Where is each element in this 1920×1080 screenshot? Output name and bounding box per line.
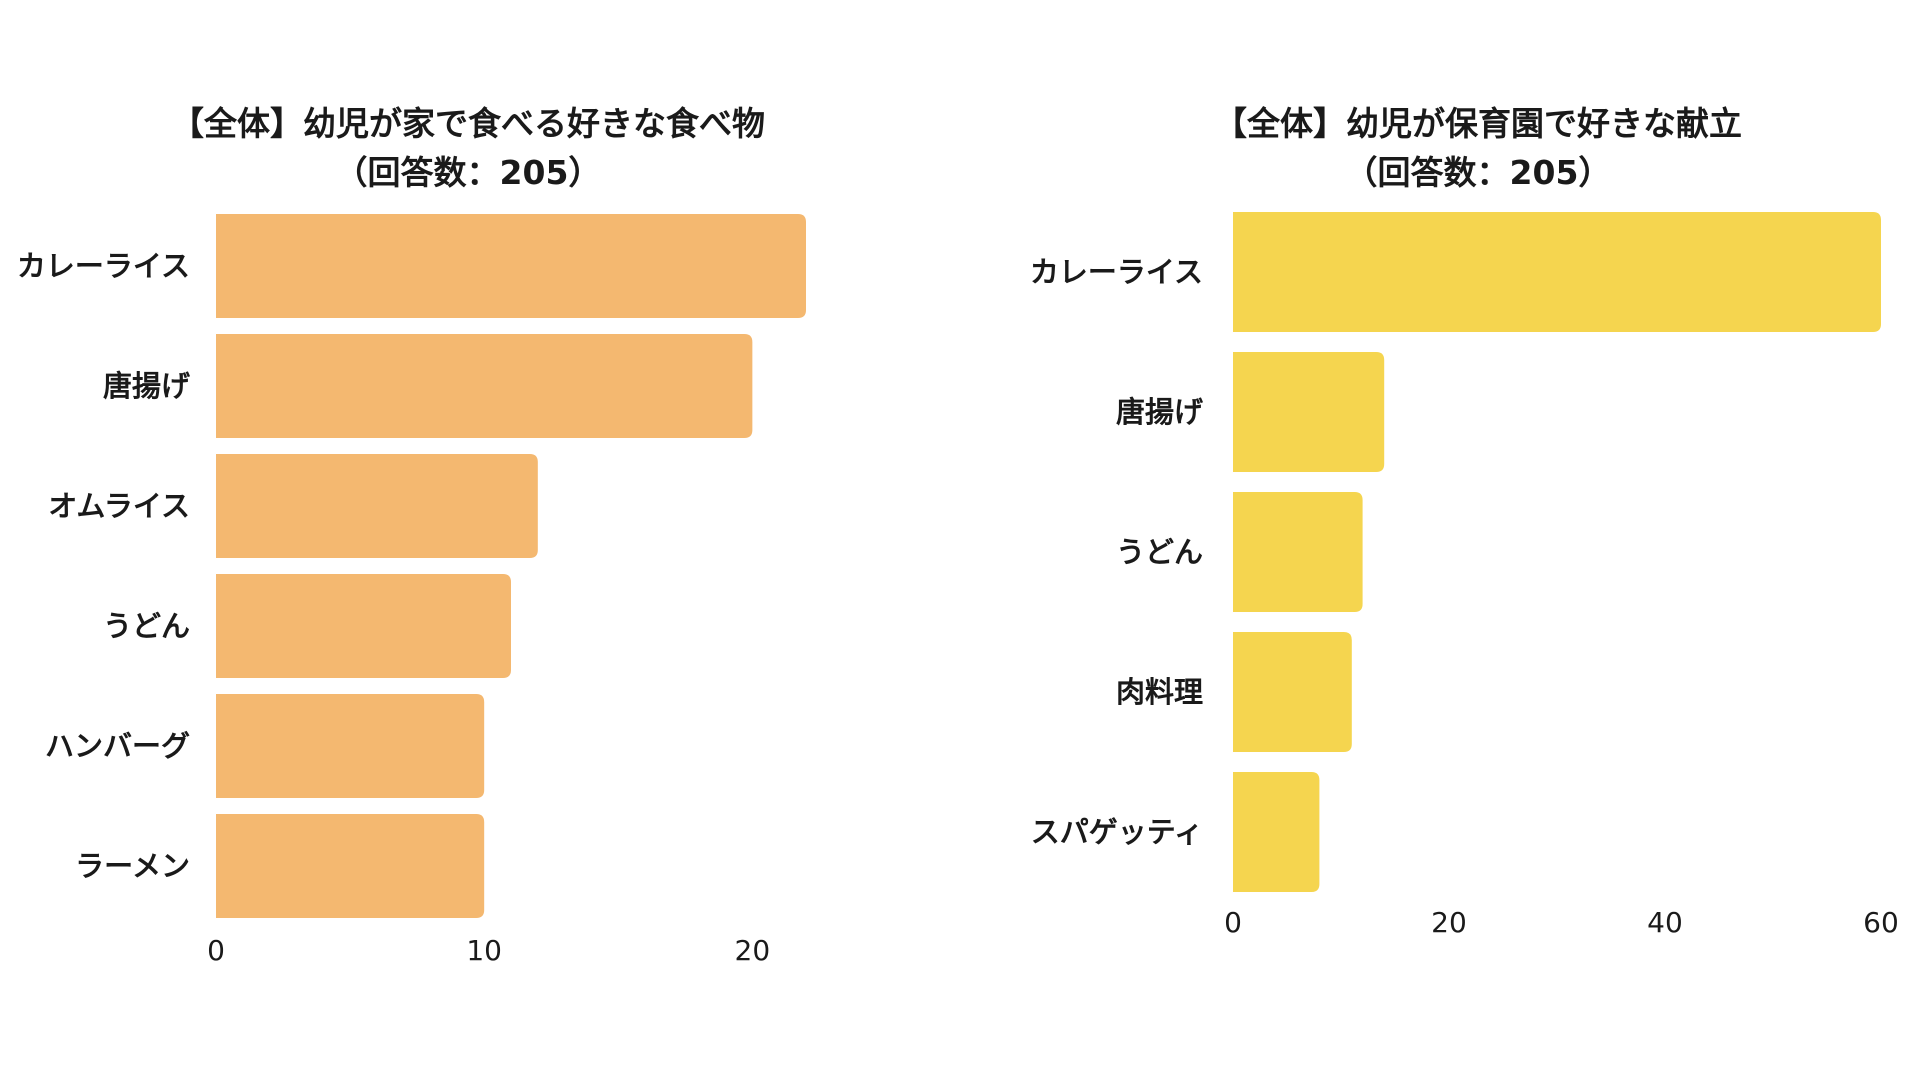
bar [216, 814, 485, 918]
bar [1233, 352, 1385, 472]
chart-home-favorites: 【全体】幼児が家で食べる好きな食べ物 （回答数：205） カレーライス唐揚げオム… [17, 104, 806, 967]
chart-title-line1: 【全体】幼児が保育園で好きな献立 [1214, 104, 1742, 143]
chart-nursery-favorites: 【全体】幼児が保育園で好きな献立 （回答数：205） カレーライス唐揚げうどん肉… [1030, 104, 1899, 939]
category-label: カレーライス [17, 249, 190, 283]
bar [216, 694, 485, 798]
x-tick-label: 40 [1647, 906, 1683, 939]
category-label: スパゲッティ [1031, 815, 1203, 849]
category-label: ラーメン [75, 849, 190, 883]
category-label: うどん [103, 609, 190, 643]
x-tick-label: 0 [207, 934, 225, 967]
x-tick-label: 60 [1863, 906, 1899, 939]
category-label: 唐揚げ [103, 369, 191, 403]
category-label: オムライス [48, 489, 190, 523]
x-tick-label: 20 [735, 934, 771, 967]
chart-title-line2: （回答数：205） [1345, 153, 1612, 192]
tick-label-group: 0 10 20 [207, 934, 770, 967]
category-label: 肉料理 [1116, 675, 1203, 709]
chart-title-line1: 【全体】幼児が家で食べる好きな食べ物 [171, 104, 765, 143]
category-label: カレーライス [1030, 255, 1203, 289]
category-label: ハンバーグ [45, 729, 190, 763]
tick-label-group: 0 20 40 60 [1224, 906, 1899, 939]
category-label: 唐揚げ [1116, 395, 1204, 429]
category-label: うどん [1116, 535, 1203, 569]
bar-group [1233, 212, 1881, 892]
bar [216, 214, 806, 318]
bar [1233, 492, 1363, 612]
bar [216, 334, 753, 438]
bar [216, 454, 538, 558]
x-tick-label: 0 [1224, 906, 1242, 939]
x-tick-label: 20 [1431, 906, 1467, 939]
bar [216, 574, 511, 678]
bar [1233, 212, 1881, 332]
bar [1233, 772, 1320, 892]
bar-group [216, 214, 806, 918]
chart-title-line2: （回答数：205） [335, 153, 602, 192]
bar [1233, 632, 1352, 752]
x-tick-label: 10 [466, 934, 502, 967]
